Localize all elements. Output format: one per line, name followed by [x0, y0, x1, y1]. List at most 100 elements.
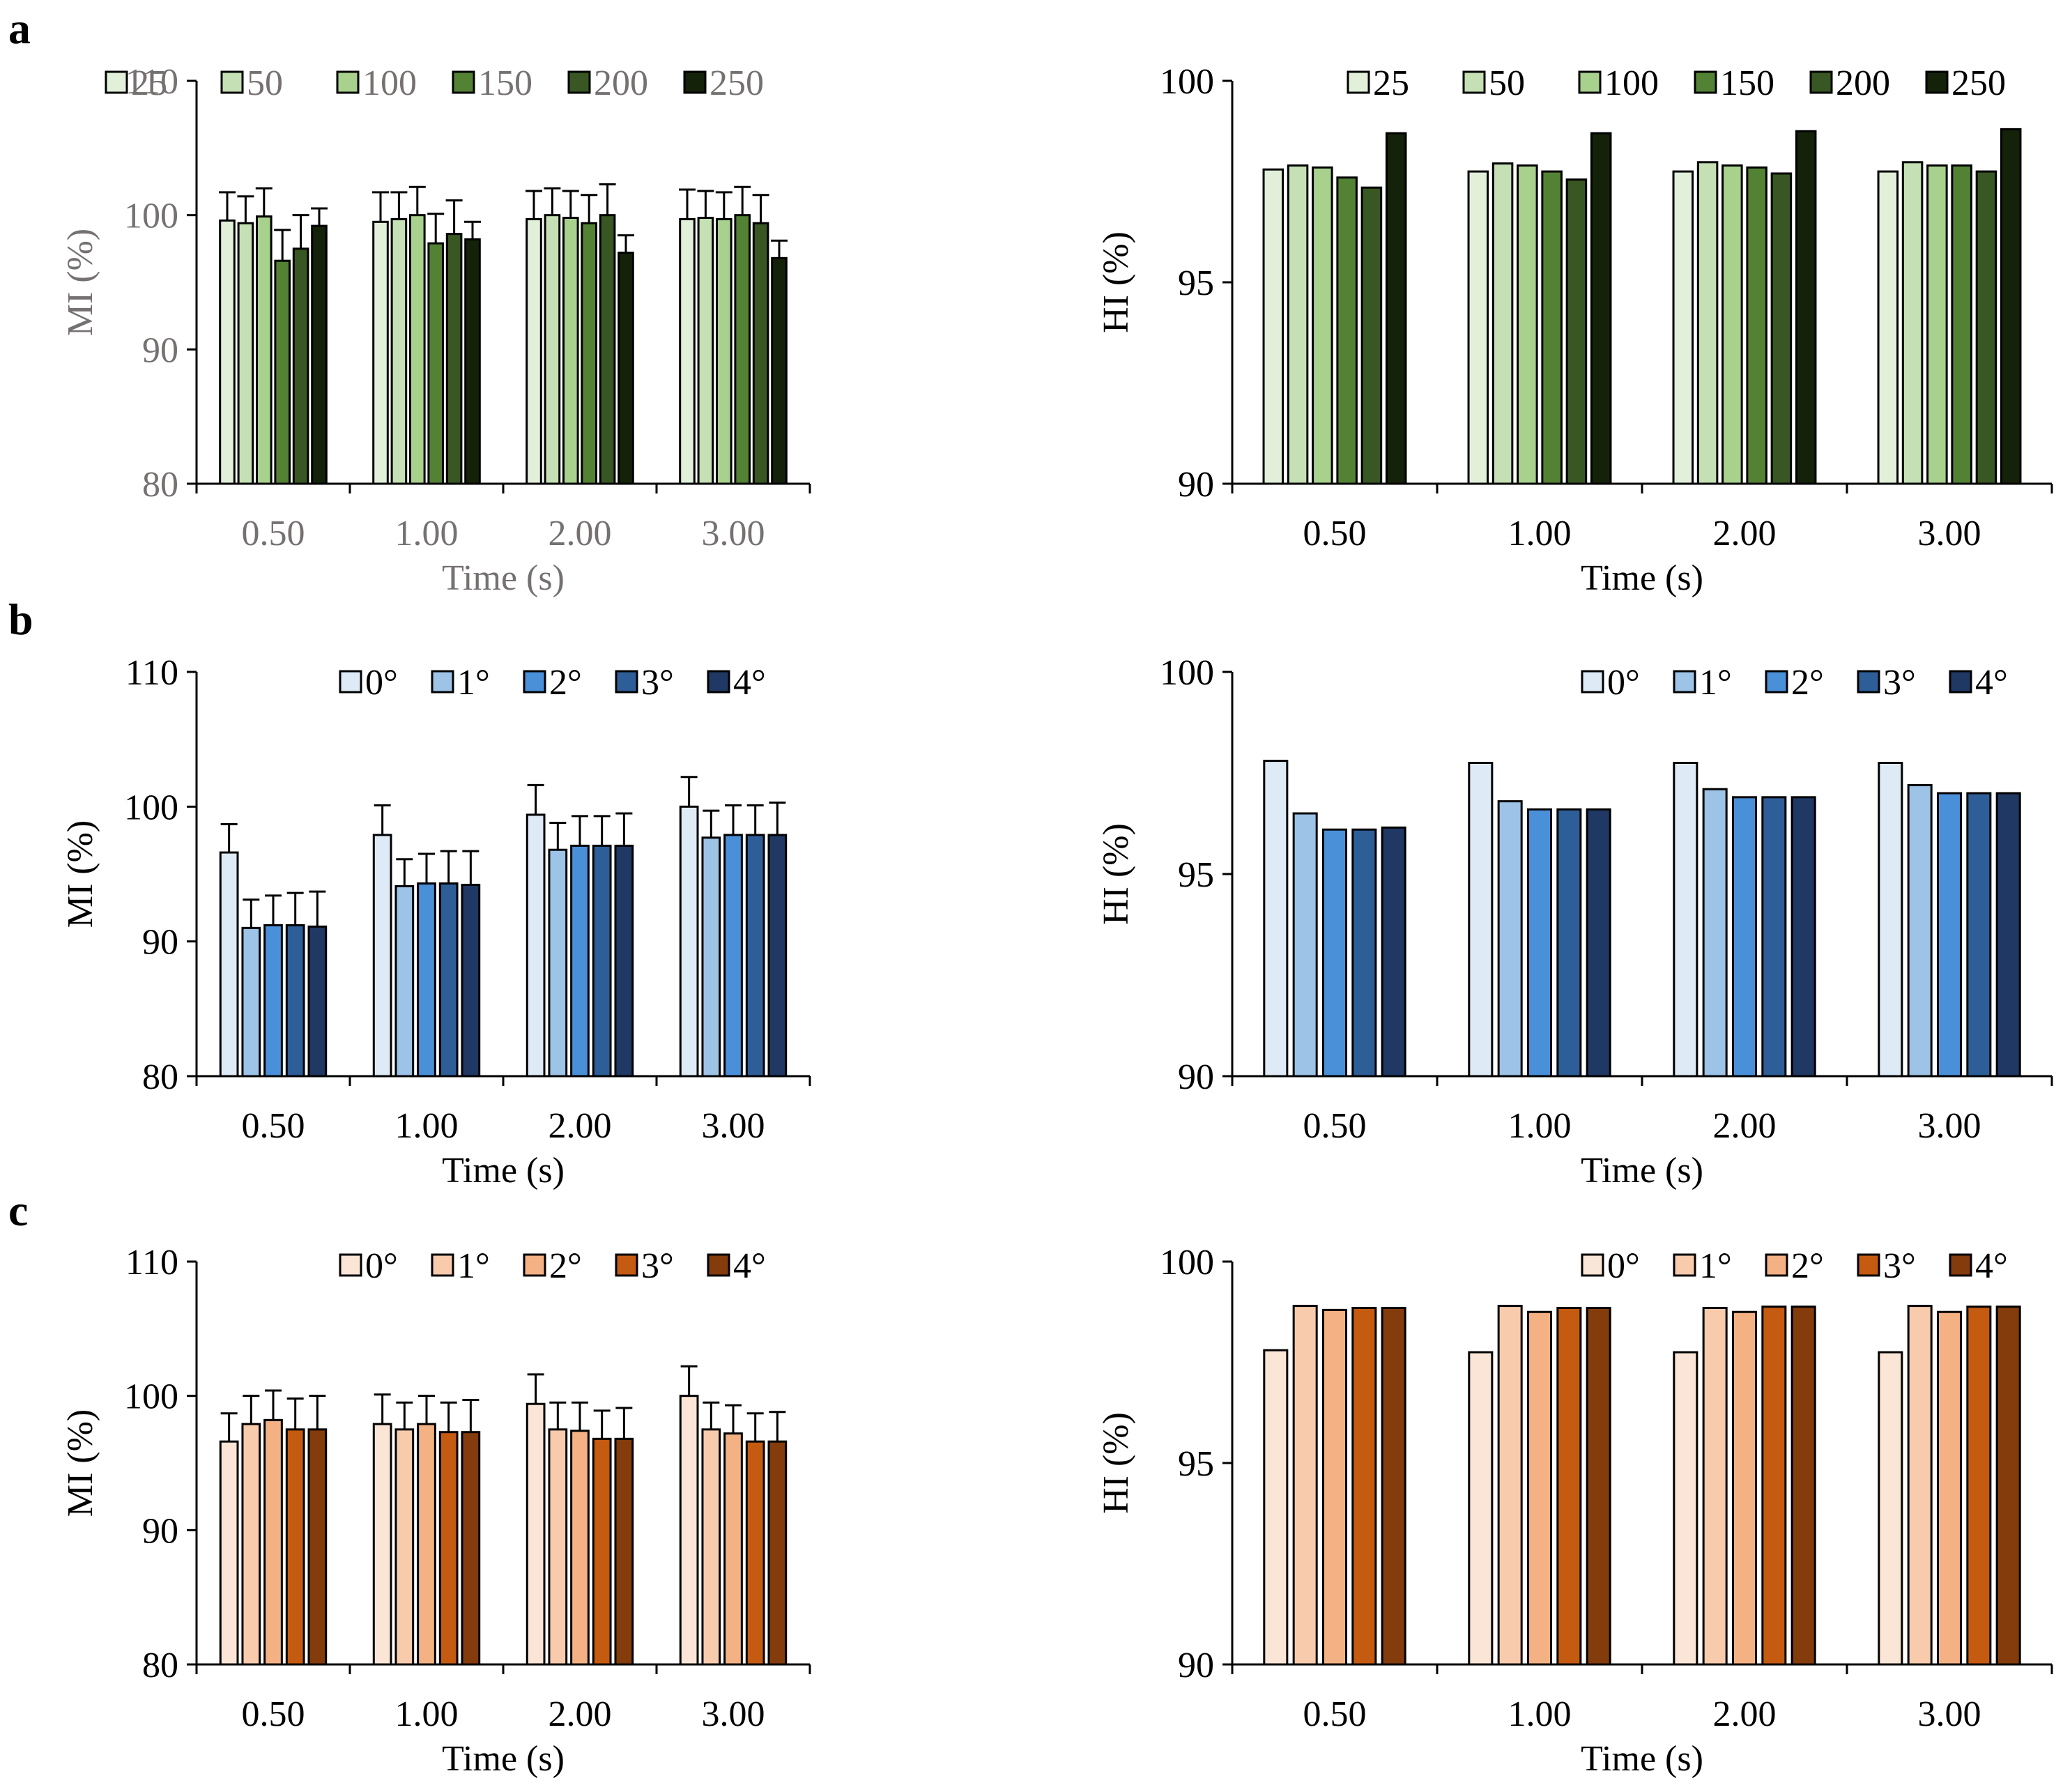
legend-swatch: [1673, 1253, 1696, 1277]
legend-label: 3°: [1883, 1246, 1916, 1286]
x-tick-label: 3.00: [1918, 1694, 1981, 1734]
x-axis-title: Time (s): [1581, 1739, 1703, 1779]
legend-label: 0°: [1607, 1246, 1640, 1286]
legend-label: 4°: [733, 1246, 766, 1286]
legend-swatch: [339, 670, 362, 694]
y-tick-label: 110: [125, 62, 178, 102]
bar: [1497, 1305, 1523, 1666]
y-tick-label: 90: [142, 1511, 178, 1551]
bar: [1907, 783, 1933, 1078]
legend-swatch: [683, 70, 707, 94]
legend-label: 25: [131, 63, 167, 103]
bar: [285, 1428, 305, 1666]
legend-label: 100: [362, 63, 417, 103]
bar: [679, 805, 699, 1078]
bar: [1351, 1306, 1377, 1666]
x-tick-label: 3.00: [1918, 1106, 1981, 1146]
bar: [445, 233, 463, 485]
bar: [570, 1430, 590, 1666]
y-tick-label: 110: [125, 653, 178, 693]
bar: [1526, 808, 1553, 1078]
bar: [307, 925, 328, 1078]
bar: [263, 924, 283, 1078]
y-tick-label: 90: [1178, 1646, 1214, 1685]
legend-swatch: [431, 1253, 454, 1277]
panel-label-a: a: [8, 3, 31, 53]
y-tick-label: 95: [1178, 263, 1214, 303]
bar: [716, 217, 733, 485]
legend-swatch: [615, 1253, 638, 1277]
bar: [1292, 812, 1318, 1078]
legend-swatch: [1578, 70, 1602, 94]
x-tick-label: 0.50: [242, 1694, 305, 1734]
legend-label: 2°: [549, 1246, 582, 1286]
x-tick-label: 2.00: [549, 1694, 612, 1734]
x-tick-label: 3.00: [702, 1106, 765, 1146]
bar: [548, 848, 568, 1078]
bar: [544, 214, 561, 485]
legend-label: 4°: [1975, 663, 2008, 703]
bar: [679, 1395, 699, 1666]
x-tick-label: 2.00: [1713, 1106, 1777, 1146]
legend-label: 1°: [1699, 663, 1732, 703]
x-axis-title: Time (s): [442, 558, 565, 598]
legend-swatch: [1809, 70, 1833, 94]
bar: [1263, 760, 1289, 1078]
bar: [292, 247, 309, 485]
bar: [256, 215, 273, 485]
bar: [1790, 796, 1816, 1078]
legend-label: 0°: [1607, 663, 1640, 703]
bar: [1936, 792, 1963, 1078]
legend-label: 4°: [733, 663, 766, 703]
bar: [548, 1428, 568, 1666]
bar: [767, 1440, 788, 1666]
legend-swatch: [1949, 670, 1972, 694]
bar: [1497, 800, 1523, 1078]
bar: [464, 238, 481, 485]
y-axis-title: HI (%): [1096, 1412, 1136, 1514]
legend-label: 2°: [1791, 663, 1824, 703]
bar: [1673, 762, 1698, 1078]
chart-c-left: 80 90 100 110 MI (%) 0.50 1.00 2.00 3.00 Time (s)…: [61, 1243, 811, 1779]
legend-swatch: [1462, 70, 1486, 94]
bar: [394, 884, 415, 1078]
chart-b-left: 80 90 100 110 MI (%) 0.50 1.00 2.00 3.00 Time (s)…: [61, 653, 811, 1190]
bar: [1761, 1305, 1787, 1666]
bar: [1877, 170, 1899, 485]
bar: [1746, 166, 1767, 485]
bar: [427, 242, 444, 485]
legend-label: 100: [1604, 63, 1659, 103]
x-tick-label: 0.50: [242, 514, 305, 553]
x-tick-label: 2.00: [549, 514, 612, 553]
bar: [1936, 1310, 1963, 1666]
bar: [745, 834, 765, 1078]
bar: [1995, 1305, 2021, 1666]
bar: [219, 851, 239, 1078]
bar: [581, 222, 597, 485]
bar: [461, 883, 481, 1078]
bar: [1262, 168, 1284, 485]
bar: [1526, 1310, 1553, 1666]
y-tick-label: 90: [142, 330, 178, 370]
bar: [1321, 828, 1348, 1078]
legend-swatch: [523, 1253, 546, 1277]
legend-label: 3°: [641, 1246, 674, 1286]
y-tick-label: 110: [125, 1243, 178, 1282]
legend-swatch: [220, 70, 244, 94]
bar: [1731, 796, 1758, 1078]
bar: [311, 224, 328, 485]
legend-swatch: [1857, 1253, 1880, 1277]
bar: [1770, 172, 1793, 485]
bar: [767, 834, 788, 1078]
x-tick-label: 1.00: [1508, 1694, 1572, 1734]
bar: [1761, 796, 1787, 1078]
y-tick-label: 100: [124, 1377, 178, 1417]
legend-label: 250: [710, 63, 764, 103]
legend-label: 2°: [549, 663, 582, 703]
bar: [2000, 128, 2022, 485]
legend-swatch: [1581, 670, 1604, 694]
legend-swatch: [567, 70, 591, 94]
legend-label: 50: [1489, 63, 1525, 103]
x-tick-label: 0.50: [242, 1106, 305, 1146]
